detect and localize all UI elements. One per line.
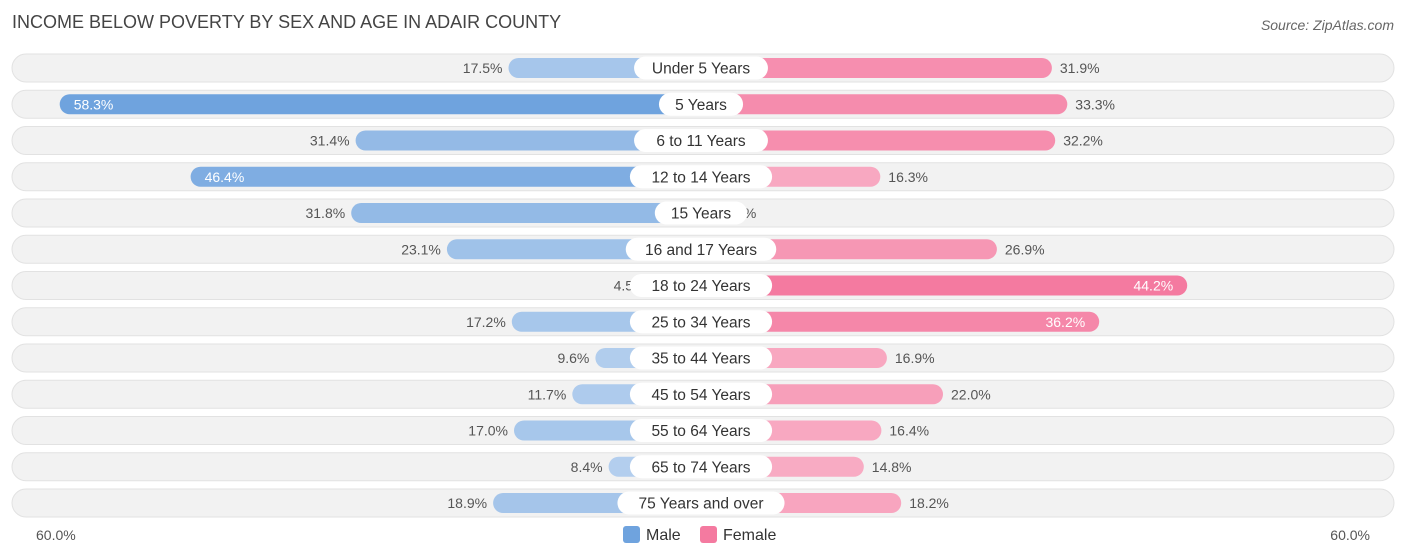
male-bar xyxy=(190,166,701,187)
female-value-label: 22.0% xyxy=(951,386,991,402)
category-pill xyxy=(617,491,785,515)
axis-label-right: 60.0% xyxy=(1330,527,1370,543)
category-pill xyxy=(629,455,773,479)
category-label: 12 to 14 Years xyxy=(651,169,750,186)
axis-label-left: 60.0% xyxy=(36,527,76,543)
category-label: 55 to 64 Years xyxy=(651,423,750,440)
male-value-label: 17.2% xyxy=(466,314,506,330)
category-label: 18 to 24 Years xyxy=(651,278,750,295)
category-pill xyxy=(654,201,748,225)
male-value-label: 23.1% xyxy=(401,241,441,257)
female-bar xyxy=(701,275,1188,296)
female-value-label: 16.9% xyxy=(895,350,935,366)
category-label: Under 5 Years xyxy=(652,61,750,78)
male-value-label: 8.4% xyxy=(571,459,603,475)
female-value-label: 16.4% xyxy=(889,423,929,439)
category-label: 65 to 74 Years xyxy=(651,459,750,476)
male-bar xyxy=(59,94,701,115)
male-bar xyxy=(355,130,701,151)
category-label: 15 Years xyxy=(671,206,732,223)
male-value-label: 9.6% xyxy=(557,350,589,366)
male-value-label: 18.9% xyxy=(447,495,487,511)
legend-label-female: Female xyxy=(723,527,776,544)
chart-title: INCOME BELOW POVERTY BY SEX AND AGE IN A… xyxy=(12,12,561,32)
male-value-label: 11.7% xyxy=(528,386,567,402)
category-pill xyxy=(629,165,773,189)
male-value-label: 17.5% xyxy=(463,60,503,76)
female-value-label: 32.2% xyxy=(1063,133,1103,149)
legend-swatch-male xyxy=(623,526,640,543)
male-value-label: 31.4% xyxy=(310,133,350,149)
female-value-label: 14.8% xyxy=(872,459,912,475)
legend-swatch-female xyxy=(700,526,717,543)
category-label: 75 Years and over xyxy=(639,496,764,513)
category-pill xyxy=(629,419,773,442)
female-bar xyxy=(701,58,1052,78)
legend-label-male: Male xyxy=(646,527,681,544)
female-value-label: 44.2% xyxy=(1133,278,1173,294)
male-bar xyxy=(351,203,701,223)
category-pill xyxy=(634,129,768,152)
category-pill xyxy=(629,274,773,297)
category-label: 25 to 34 Years xyxy=(651,314,750,331)
category-pill xyxy=(629,346,773,370)
female-bar xyxy=(701,311,1100,332)
female-value-label: 31.9% xyxy=(1060,60,1100,76)
female-value-label: 33.3% xyxy=(1075,96,1115,112)
male-value-label: 46.4% xyxy=(205,169,245,185)
category-label: 5 Years xyxy=(675,97,727,114)
male-value-label: 58.3% xyxy=(74,96,114,112)
female-bar xyxy=(701,130,1056,151)
category-pill xyxy=(634,56,768,80)
female-value-label: 36.2% xyxy=(1045,314,1085,330)
category-pill xyxy=(629,382,773,406)
female-value-label: 18.2% xyxy=(909,495,949,511)
female-bar xyxy=(701,94,1068,115)
category-pill xyxy=(629,310,773,334)
category-label: 45 to 54 Years xyxy=(651,387,750,404)
category-pill xyxy=(625,237,777,261)
category-label: 6 to 11 Years xyxy=(656,133,746,150)
category-label: 35 to 44 Years xyxy=(651,351,750,368)
male-value-label: 31.8% xyxy=(305,205,345,221)
source-label: Source: ZipAtlas.com xyxy=(1261,17,1394,33)
category-pill xyxy=(658,92,744,116)
male-value-label: 17.0% xyxy=(468,423,508,439)
category-label: 16 and 17 Years xyxy=(645,242,757,259)
female-value-label: 16.3% xyxy=(888,169,928,185)
female-value-label: 26.9% xyxy=(1005,241,1045,257)
